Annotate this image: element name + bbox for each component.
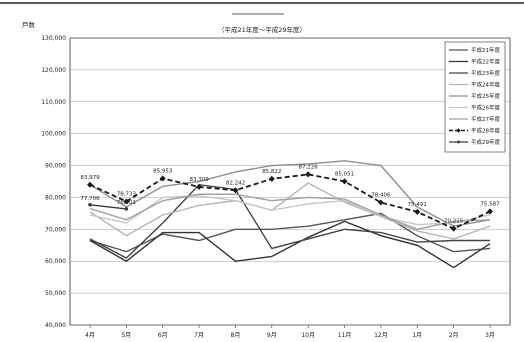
data-label: 83,979 (80, 175, 100, 181)
legend-label: 平成27年度 (471, 115, 500, 123)
data-point (414, 208, 421, 215)
series-line-5 (89, 160, 491, 227)
x-tick-label: 4月 (85, 332, 95, 339)
data-point (124, 207, 129, 211)
y-tick-label: 100,000 (41, 131, 66, 138)
series-line-1 (89, 212, 491, 253)
x-tick-label: 8月 (231, 332, 241, 339)
data-point (341, 178, 348, 185)
data-label: 76,401 (117, 200, 136, 206)
y-tick-label: 40,000 (45, 322, 66, 329)
x-tick-label: 12月 (374, 332, 388, 339)
data-label: 75,587 (480, 202, 500, 208)
series-line-9 (89, 204, 127, 210)
legend-marker (457, 140, 460, 144)
data-point (450, 225, 457, 232)
data-point (232, 187, 239, 194)
x-tick-label: 11月 (338, 332, 352, 339)
series-line-7 (89, 193, 491, 231)
data-label: 78,406 (371, 193, 391, 199)
data-point (305, 171, 312, 178)
series-line-4 (89, 182, 491, 240)
y-tick-label: 70,000 (45, 226, 66, 233)
y-axis-label: 戸数 (22, 20, 36, 29)
x-axis: 4月 5月 6月 7月 8月 9月 10月 11月 12月 1月 2月 3月 (85, 325, 495, 339)
series-line-3 (89, 183, 490, 259)
x-tick-label: 3月 (485, 332, 495, 339)
data-label: 75,491 (408, 202, 427, 208)
grid (70, 37, 510, 326)
data-point (268, 175, 275, 182)
legend-label: 平成26年度 (471, 104, 500, 112)
data-point (487, 208, 493, 215)
legend-box (444, 41, 506, 153)
x-tick-label: 10月 (301, 332, 315, 339)
data-point (159, 175, 166, 182)
x-tick-label: 6月 (158, 332, 168, 339)
legend-label: 平成22年度 (471, 58, 500, 66)
data-label: 77,706 (80, 196, 100, 202)
series-line-6 (89, 195, 491, 226)
legend-label: 平成28年度 (471, 127, 500, 135)
y-tick-label: 60,000 (45, 258, 66, 265)
x-tick-label: 7月 (194, 332, 204, 339)
data-point (87, 181, 93, 188)
y-tick-label: 130,000 (41, 35, 66, 42)
legend: 平成21年度平成22年度平成23年度平成24年度平成25年度平成26年度平成27… (444, 41, 506, 153)
x-tick-label: 5月 (121, 332, 131, 339)
legend-label: 平成23年度 (471, 69, 500, 77)
legend-label: 平成25年度 (471, 92, 500, 100)
data-label: 85,051 (335, 171, 354, 177)
data-point (88, 202, 92, 207)
legend-marker (456, 128, 461, 133)
data-label: 85,822 (262, 169, 281, 175)
y-tick-label: 50,000 (45, 290, 66, 297)
data-label: 87,226 (299, 164, 319, 170)
data-point (196, 183, 203, 190)
legend-label: 平成24年度 (471, 81, 500, 89)
data-labels: 83,979 78,733 85,953 83,309 82,242 85,822 87,2… (80, 164, 500, 224)
data-label: 82,242 (226, 180, 245, 186)
data-point (123, 198, 130, 205)
series-line-8 (89, 173, 491, 230)
y-tick-label: 120,000 (41, 67, 66, 74)
series-group (87, 160, 493, 269)
data-label: 85,953 (153, 168, 173, 174)
y-tick-label: 90,000 (45, 163, 66, 170)
legend-label: 平成21年度 (471, 46, 500, 54)
y-axis: 40,000 50,000 60,000 70,000 80,000 90,000 100,… (41, 35, 66, 329)
x-tick-label: 9月 (267, 332, 277, 339)
legend-label: 平成29年度 (471, 138, 500, 146)
y-tick-label: 110,000 (41, 99, 66, 106)
chart-subtitle: （平成21年度～平成29年度） (218, 25, 306, 34)
series-line-2 (89, 220, 491, 269)
data-label: 78,733 (117, 191, 137, 197)
data-label: 70,215 (444, 219, 464, 225)
data-label: 83,309 (189, 177, 209, 183)
x-tick-label: 2月 (449, 332, 459, 339)
data-point (377, 199, 384, 206)
x-tick-label: 1月 (412, 332, 422, 339)
plot-area (69, 37, 511, 326)
y-tick-label: 80,000 (45, 194, 66, 201)
